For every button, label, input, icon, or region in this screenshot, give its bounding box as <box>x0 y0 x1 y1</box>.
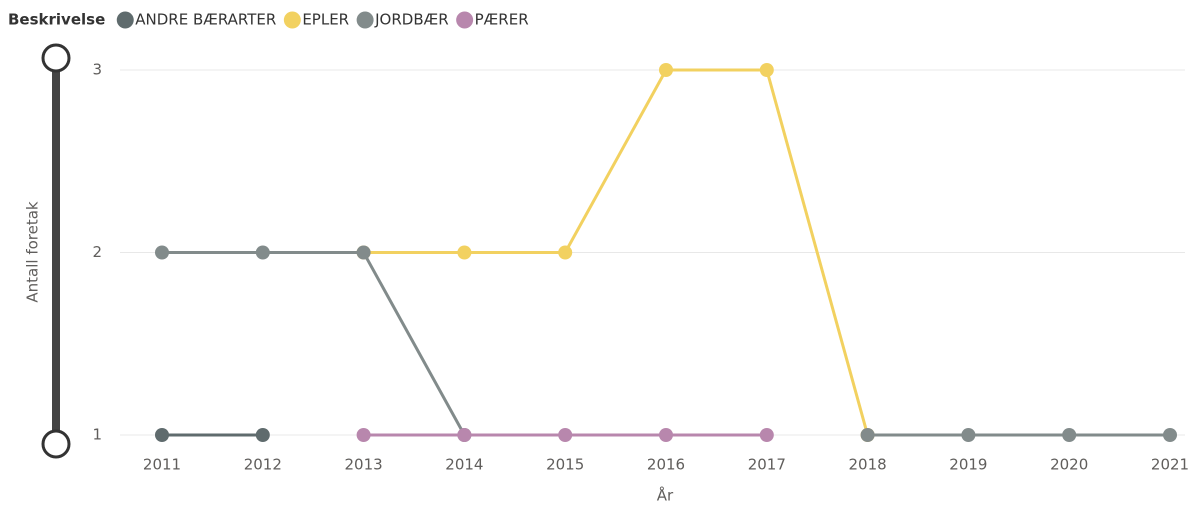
x-tick-label: 2021 <box>1151 456 1189 474</box>
data-point <box>457 245 472 260</box>
series-line <box>162 251 1170 437</box>
x-tick-label: 2015 <box>546 456 584 474</box>
x-tick-label: 2014 <box>445 456 483 474</box>
legend-marker <box>116 11 134 29</box>
data-point <box>558 245 573 260</box>
legend-marker <box>456 11 474 29</box>
x-tick-label: 2013 <box>345 456 383 474</box>
data-point <box>659 428 673 442</box>
x-tick-label: 2018 <box>849 456 887 474</box>
x-tick-label: 2017 <box>748 456 786 474</box>
legend-title: Beskrivelse <box>8 11 105 29</box>
y-tick-label: 1 <box>92 426 102 444</box>
data-point <box>457 428 472 442</box>
data-point <box>255 428 270 442</box>
data-point <box>759 63 774 77</box>
y-axis-title: Antall foretak <box>24 201 42 303</box>
legend-label: ANDRE BÆRARTER <box>135 11 276 29</box>
slider-handle[interactable] <box>41 429 71 459</box>
data-point <box>356 428 371 442</box>
data-point <box>558 428 573 442</box>
legend-marker <box>283 11 301 29</box>
legend-marker <box>356 11 374 29</box>
y-tick-label: 2 <box>92 243 102 261</box>
data-point <box>860 428 875 442</box>
data-point <box>759 428 774 442</box>
data-point <box>1062 428 1077 442</box>
x-tick-label: 2011 <box>143 456 181 474</box>
data-point <box>155 428 169 442</box>
x-tick-label: 2019 <box>949 456 987 474</box>
slider-handle[interactable] <box>41 43 71 73</box>
data-point <box>961 428 976 442</box>
legend-label: JORDBÆR <box>374 11 449 29</box>
x-tick-label: 2016 <box>647 456 685 474</box>
x-tick-label: 2012 <box>244 456 282 474</box>
data-point <box>659 63 673 77</box>
legend-label: EPLER <box>302 11 349 29</box>
x-axis-title: År <box>657 486 674 505</box>
data-point <box>1163 428 1177 442</box>
series-line <box>363 68 870 436</box>
zoom-slider[interactable] <box>41 43 71 459</box>
data-point <box>155 245 169 260</box>
legend-label: PÆRER <box>475 11 529 29</box>
data-point <box>356 245 371 260</box>
y-tick-label: 3 <box>92 61 102 79</box>
data-point <box>255 245 270 260</box>
x-tick-label: 2020 <box>1050 456 1088 474</box>
